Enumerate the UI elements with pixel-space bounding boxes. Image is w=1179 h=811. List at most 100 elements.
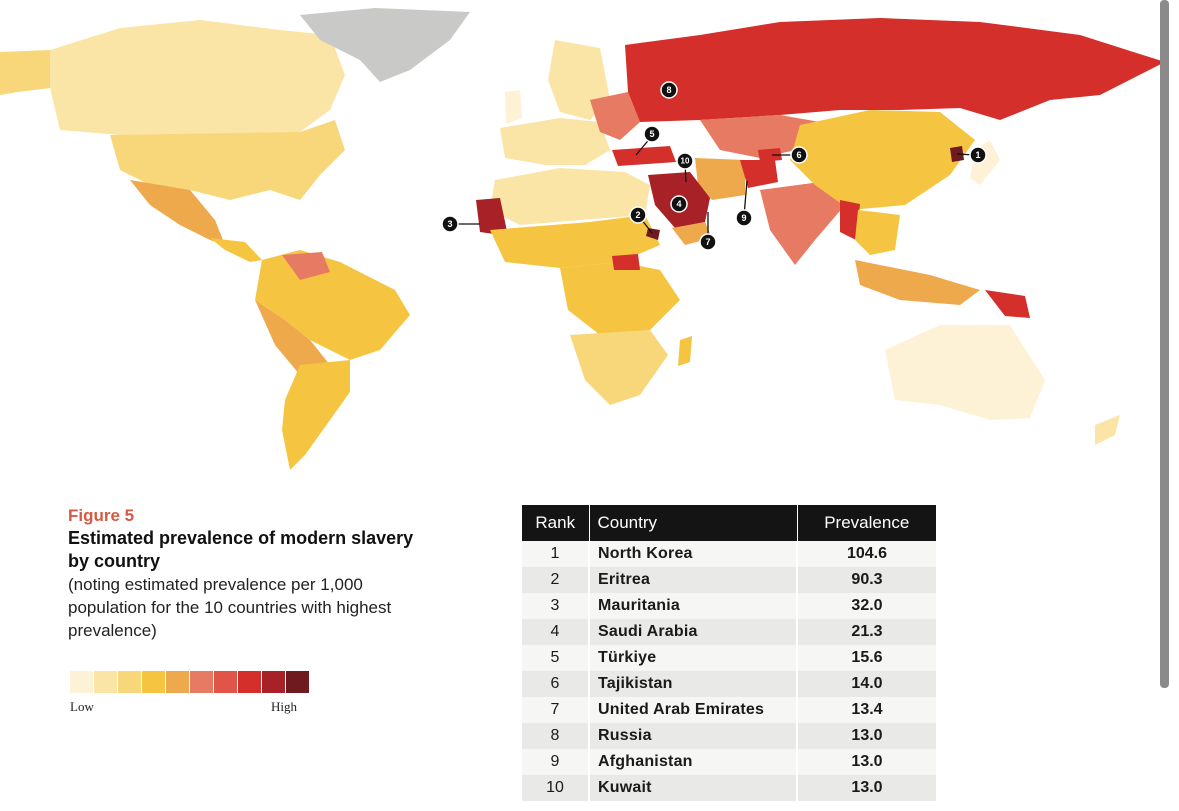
region-australia [885,325,1045,420]
figure-subtitle: (noting estimated prevalence per 1,000 p… [68,575,392,640]
region-mexico [130,180,225,245]
map-marker-6: 6 [790,146,808,164]
cell-rank: 6 [522,671,590,697]
vertical-scrollbar[interactable] [1160,0,1169,688]
map-marker-5: 5 [643,125,661,143]
region-eritrea [646,228,660,240]
region-uk [505,90,522,124]
table-row: 7 United Arab Emirates 13.4 [522,697,936,723]
column-header-prevalence: Prevalence [797,505,936,541]
map-marker-3-label: 3 [447,219,452,229]
cell-rank: 10 [522,775,590,801]
cell-prevalence: 104.6 [846,545,888,562]
world-map-panel: 1 2 3 4 5 6 7 8 9 10 [0,8,1165,470]
cell-country: Eritrea [589,567,798,593]
legend-swatch-8 [238,671,261,693]
region-turkiye [612,146,676,166]
region-western-europe [500,118,610,165]
cell-country: Tajikistan [589,671,798,697]
legend-labels: Low High [70,699,310,717]
map-marker-8-label: 8 [666,85,671,95]
cell-prevalence: 13.0 [851,779,883,796]
table-row: 4 Saudi Arabia 21.3 [522,619,936,645]
region-russia [625,18,1165,122]
region-sahel [490,215,660,268]
cell-country: Russia [589,723,798,749]
table-row: 1 North Korea 104.6 [522,541,936,567]
cell-country: Mauritania [589,593,798,619]
table-row: 3 Mauritania 32.0 [522,593,936,619]
region-new-zealand [1095,415,1120,445]
legend-high-label: High [271,699,297,714]
map-marker-8: 8 [660,81,678,99]
region-south-sudan [612,254,640,270]
region-eastern-europe [590,92,640,140]
map-marker-1: 1 [969,146,987,164]
color-legend: Low High [70,671,310,717]
cell-prevalence: 13.0 [851,727,883,744]
cell-rank: 2 [522,567,590,593]
table-row: 8 Russia 13.0 [522,723,936,749]
cell-prevalence: 14.0 [851,675,883,692]
region-kazakhstan [700,115,820,158]
map-marker-10-label: 10 [681,157,690,166]
map-marker-9-label: 9 [741,213,746,223]
region-iran [695,158,745,200]
map-marker-4: 4 [670,195,688,213]
cell-country: Afghanistan [589,749,798,775]
legend-swatches [70,671,310,693]
cell-prevalence: 21.3 [851,623,883,640]
table-row: 6 Tajikistan 14.0 [522,671,936,697]
figure-label: Figure 5 [68,506,135,525]
legend-swatch-7 [214,671,237,693]
table-header-row: Rank Country Prevalence [522,505,936,541]
cell-prevalence: 32.0 [851,597,883,614]
region-north-africa [490,168,650,225]
figure-caption: Figure 5 Estimated prevalence of modern … [68,505,428,642]
map-marker-7-label: 7 [705,237,710,247]
world-choropleth-map: 1 2 3 4 5 6 7 8 9 10 [0,8,1165,470]
legend-swatch-6 [190,671,213,693]
region-china [790,110,975,210]
cell-country: North Korea [589,541,798,567]
legend-swatch-9 [262,671,285,693]
cell-rank: 1 [522,541,590,567]
map-marker-5-label: 5 [649,129,654,139]
legend-swatch-5 [166,671,189,693]
top-ten-prevalence-table: Rank Country Prevalence 1 North Korea 104.… [522,505,936,801]
column-header-rank: Rank [522,505,590,541]
region-central-america [210,238,262,262]
cell-country: Kuwait [589,775,798,801]
legend-low-label: Low [70,699,94,714]
figure-title: Estimated prevalence of modern slavery b… [68,528,414,571]
map-marker-9: 9 [735,209,753,227]
cell-prevalence: 90.3 [851,571,883,588]
map-marker-4-label: 4 [676,199,681,209]
region-mauritania [476,198,508,236]
cell-rank: 8 [522,723,590,749]
map-marker-7: 7 [699,233,717,251]
region-usa [110,120,345,200]
cell-prevalence: 13.4 [851,701,883,718]
map-marker-3: 3 [441,215,459,233]
cell-prevalence: 13.0 [851,753,883,770]
region-madagascar [678,336,692,366]
region-central-africa [560,262,680,335]
region-myanmar [840,200,860,240]
table-row: 5 Türkiye 15.6 [522,645,936,671]
region-south-america-south [282,360,350,470]
region-venezuela [282,252,330,280]
cell-country: United Arab Emirates [589,697,798,723]
table-row: 2 Eritrea 90.3 [522,567,936,593]
cell-prevalence: 15.6 [851,649,883,666]
region-canada [50,20,345,140]
legend-swatch-4 [142,671,165,693]
map-marker-1-label: 1 [975,150,980,160]
legend-swatch-3 [118,671,141,693]
region-peru-bolivia [255,300,330,375]
map-marker-2-label: 2 [635,210,640,220]
region-greenland [300,8,470,82]
region-tajikistan [758,148,782,162]
region-indonesia [855,260,980,305]
region-papua-new-guinea [985,290,1030,318]
